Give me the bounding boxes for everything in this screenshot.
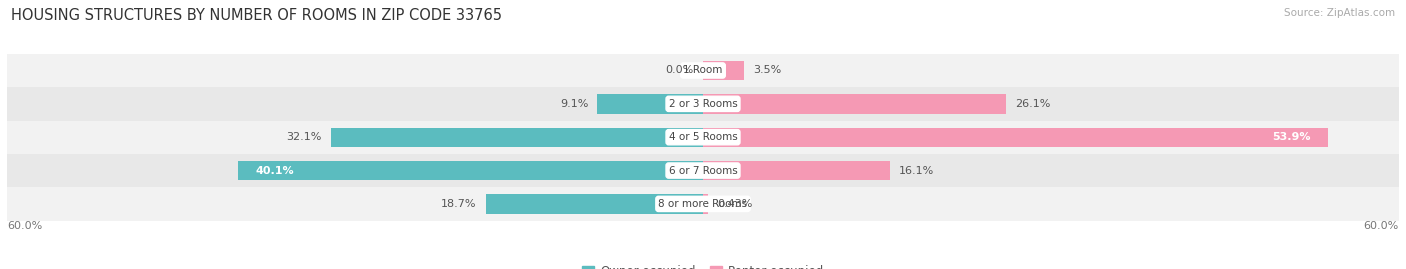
Legend: Owner-occupied, Renter-occupied: Owner-occupied, Renter-occupied — [582, 265, 824, 269]
Bar — [598, 94, 703, 114]
Bar — [330, 128, 703, 147]
Text: 26.1%: 26.1% — [1015, 99, 1050, 109]
Bar — [703, 61, 744, 80]
Text: 32.1%: 32.1% — [285, 132, 322, 142]
Text: 6 or 7 Rooms: 6 or 7 Rooms — [669, 165, 737, 176]
Bar — [703, 194, 709, 214]
Text: 2 or 3 Rooms: 2 or 3 Rooms — [669, 99, 737, 109]
Bar — [703, 94, 1005, 114]
Bar — [7, 121, 1399, 154]
Bar — [7, 187, 1399, 221]
Text: 1 Room: 1 Room — [683, 65, 723, 76]
Text: 0.43%: 0.43% — [717, 199, 752, 209]
Text: 16.1%: 16.1% — [898, 165, 934, 176]
Bar — [7, 54, 1399, 87]
Bar — [703, 128, 1329, 147]
Bar — [7, 87, 1399, 121]
Text: 0.0%: 0.0% — [665, 65, 693, 76]
Bar — [703, 161, 890, 180]
Text: 4 or 5 Rooms: 4 or 5 Rooms — [669, 132, 737, 142]
Bar — [238, 161, 703, 180]
Text: HOUSING STRUCTURES BY NUMBER OF ROOMS IN ZIP CODE 33765: HOUSING STRUCTURES BY NUMBER OF ROOMS IN… — [11, 8, 502, 23]
Text: 60.0%: 60.0% — [1364, 221, 1399, 231]
Text: 8 or more Rooms: 8 or more Rooms — [658, 199, 748, 209]
Text: 60.0%: 60.0% — [7, 221, 42, 231]
Bar — [7, 154, 1399, 187]
Text: 9.1%: 9.1% — [560, 99, 588, 109]
Text: 18.7%: 18.7% — [441, 199, 477, 209]
Text: Source: ZipAtlas.com: Source: ZipAtlas.com — [1284, 8, 1395, 18]
Bar — [486, 194, 703, 214]
Text: 3.5%: 3.5% — [752, 65, 782, 76]
Text: 40.1%: 40.1% — [256, 165, 294, 176]
Text: 53.9%: 53.9% — [1272, 132, 1310, 142]
